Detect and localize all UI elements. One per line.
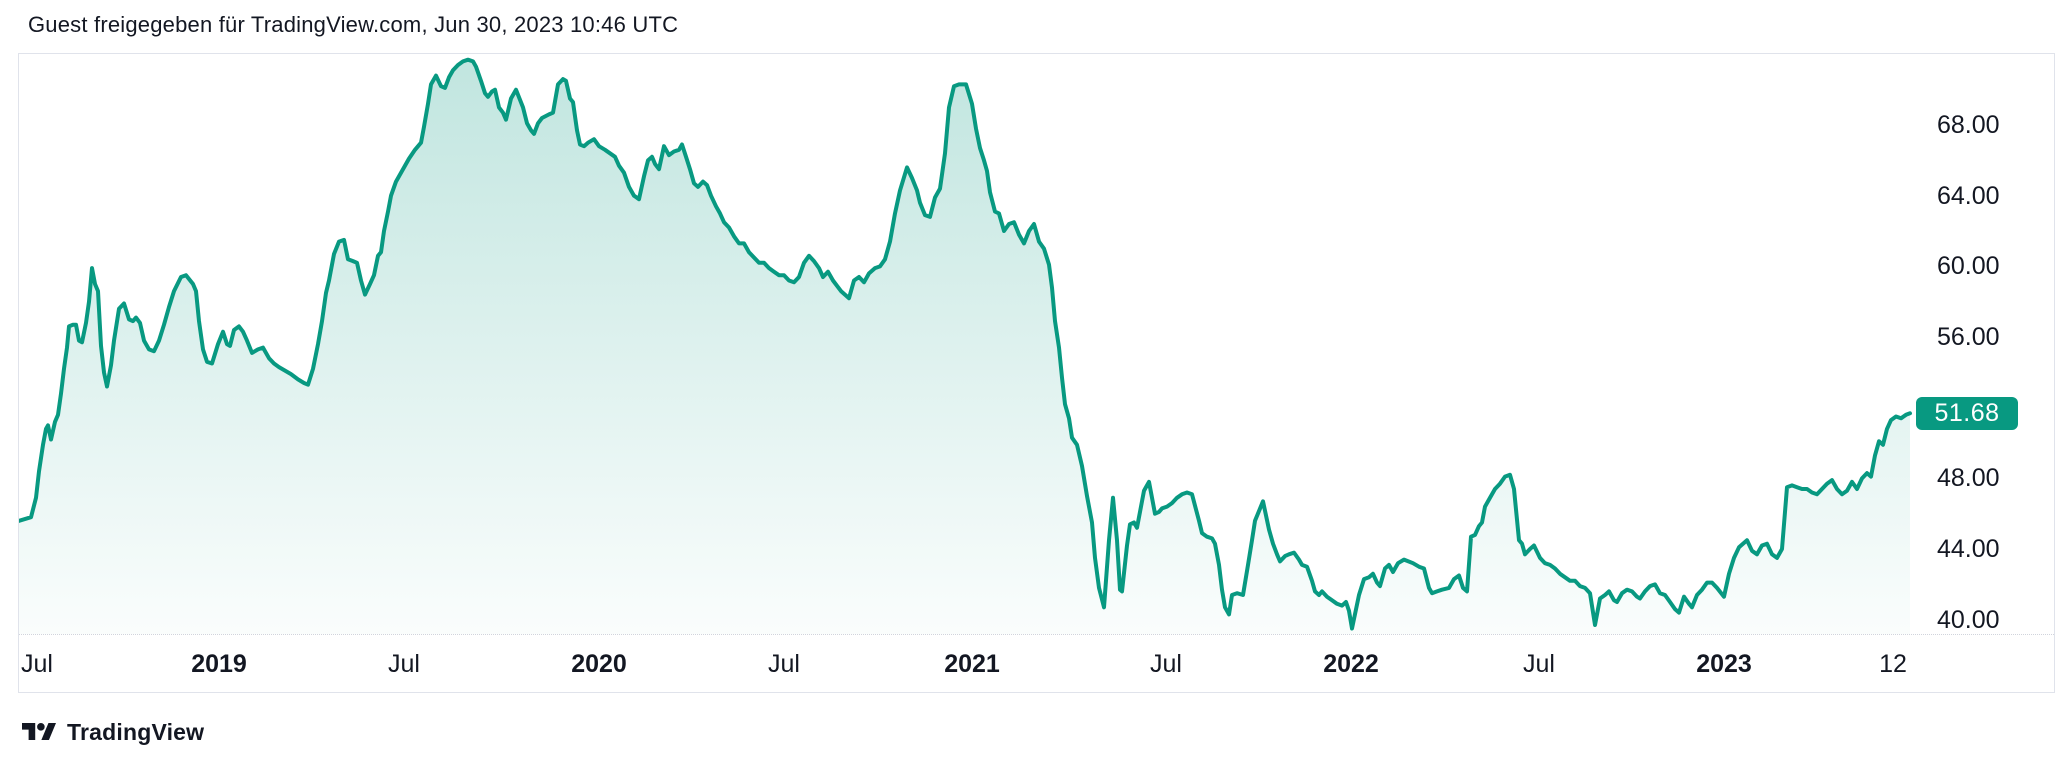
chart-attribution-header: Guest freigegeben für TradingView.com, J… (28, 12, 679, 37)
price-axis-label: 60.00 (1937, 252, 2000, 281)
time-axis-label: Jul (768, 650, 800, 678)
time-axis-label: 2020 (571, 650, 627, 678)
time-axis[interactable]: Jul 2019 Jul 2020 Jul 2021 Jul 2022 Jul 2023 12 (19, 634, 2054, 692)
time-axis-label: 2021 (944, 650, 1000, 678)
chart-container[interactable]: Jul 2019 Jul 2020 Jul 2021 Jul 2022 Jul 2023 12 68… (18, 53, 2055, 693)
tradingview-wordmark[interactable]: TradingView (67, 719, 205, 745)
time-axis-label: 2019 (191, 650, 247, 678)
tradingview-logo-icon[interactable] (22, 719, 56, 746)
price-axis-label: 56.00 (1937, 323, 2000, 352)
time-axis-label: Jul (1150, 650, 1182, 678)
time-axis-label: 12 (1879, 650, 1907, 678)
time-axis-label: Jul (21, 650, 53, 678)
time-axis-label: Jul (388, 650, 420, 678)
price-axis-label: 48.00 (1937, 464, 2000, 493)
price-line (19, 57, 1912, 631)
price-axis-label: 40.00 (1937, 605, 2000, 634)
area-fill (19, 59, 1910, 634)
time-axis-label: 2023 (1696, 650, 1752, 678)
price-axis-label: 44.00 (1937, 535, 2000, 564)
time-axis-label: Jul (1523, 650, 1555, 678)
price-axis-label: 68.00 (1937, 111, 2000, 140)
price-area-chart[interactable] (19, 54, 2054, 634)
price-axis-label: 64.00 (1937, 181, 2000, 210)
time-axis-label: 2022 (1323, 650, 1379, 678)
last-price-badge: 51.68 (1916, 397, 2018, 431)
attribution-footer: TradingView (22, 712, 204, 752)
